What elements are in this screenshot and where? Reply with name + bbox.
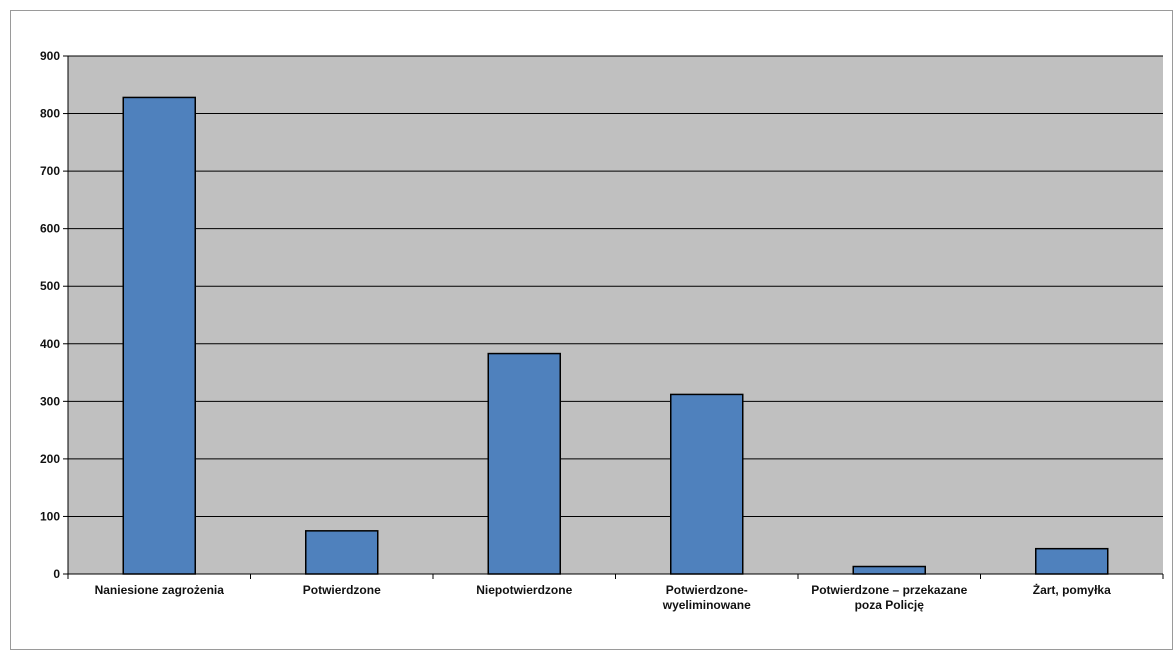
x-category-label: Naniesione zagrożenia [95,583,225,597]
x-category-label: Żart, pomyłka [1033,582,1111,597]
y-tick-label: 900 [40,49,60,63]
x-category-label: Niepotwierdzone [476,583,572,597]
y-tick-label: 200 [40,452,60,466]
gridlines [68,55,1163,517]
bar-1 [305,530,379,575]
plot-area [68,56,1163,574]
y-tick-label: 100 [40,509,60,523]
x-category-label: Potwierdzone – przekazane poza Policję [811,583,967,612]
y-tick-label: 800 [40,107,60,121]
bar-0 [122,96,196,575]
x-category-label: Potwierdzone-wyeliminowane [662,583,751,612]
bar-4 [852,565,926,575]
bar-3 [670,393,744,575]
x-category-label: Potwierdzone [303,583,381,597]
x-axis-labels: Naniesione zagrożenia Potwierdzone Niepotw… [95,582,1112,612]
bar-5 [1035,547,1109,575]
y-tick-label: 300 [40,394,60,408]
y-tick-label: 700 [40,164,60,178]
axes [67,56,1164,579]
bars [122,96,1109,575]
y-tick-label: 500 [40,279,60,293]
bar-2 [487,352,561,575]
y-axis-ticks: 0 100 200 300 400 500 600 700 800 900 [40,49,68,581]
y-tick-label: 0 [53,567,60,581]
y-tick-label: 600 [40,222,60,236]
y-tick-label: 400 [40,337,60,351]
